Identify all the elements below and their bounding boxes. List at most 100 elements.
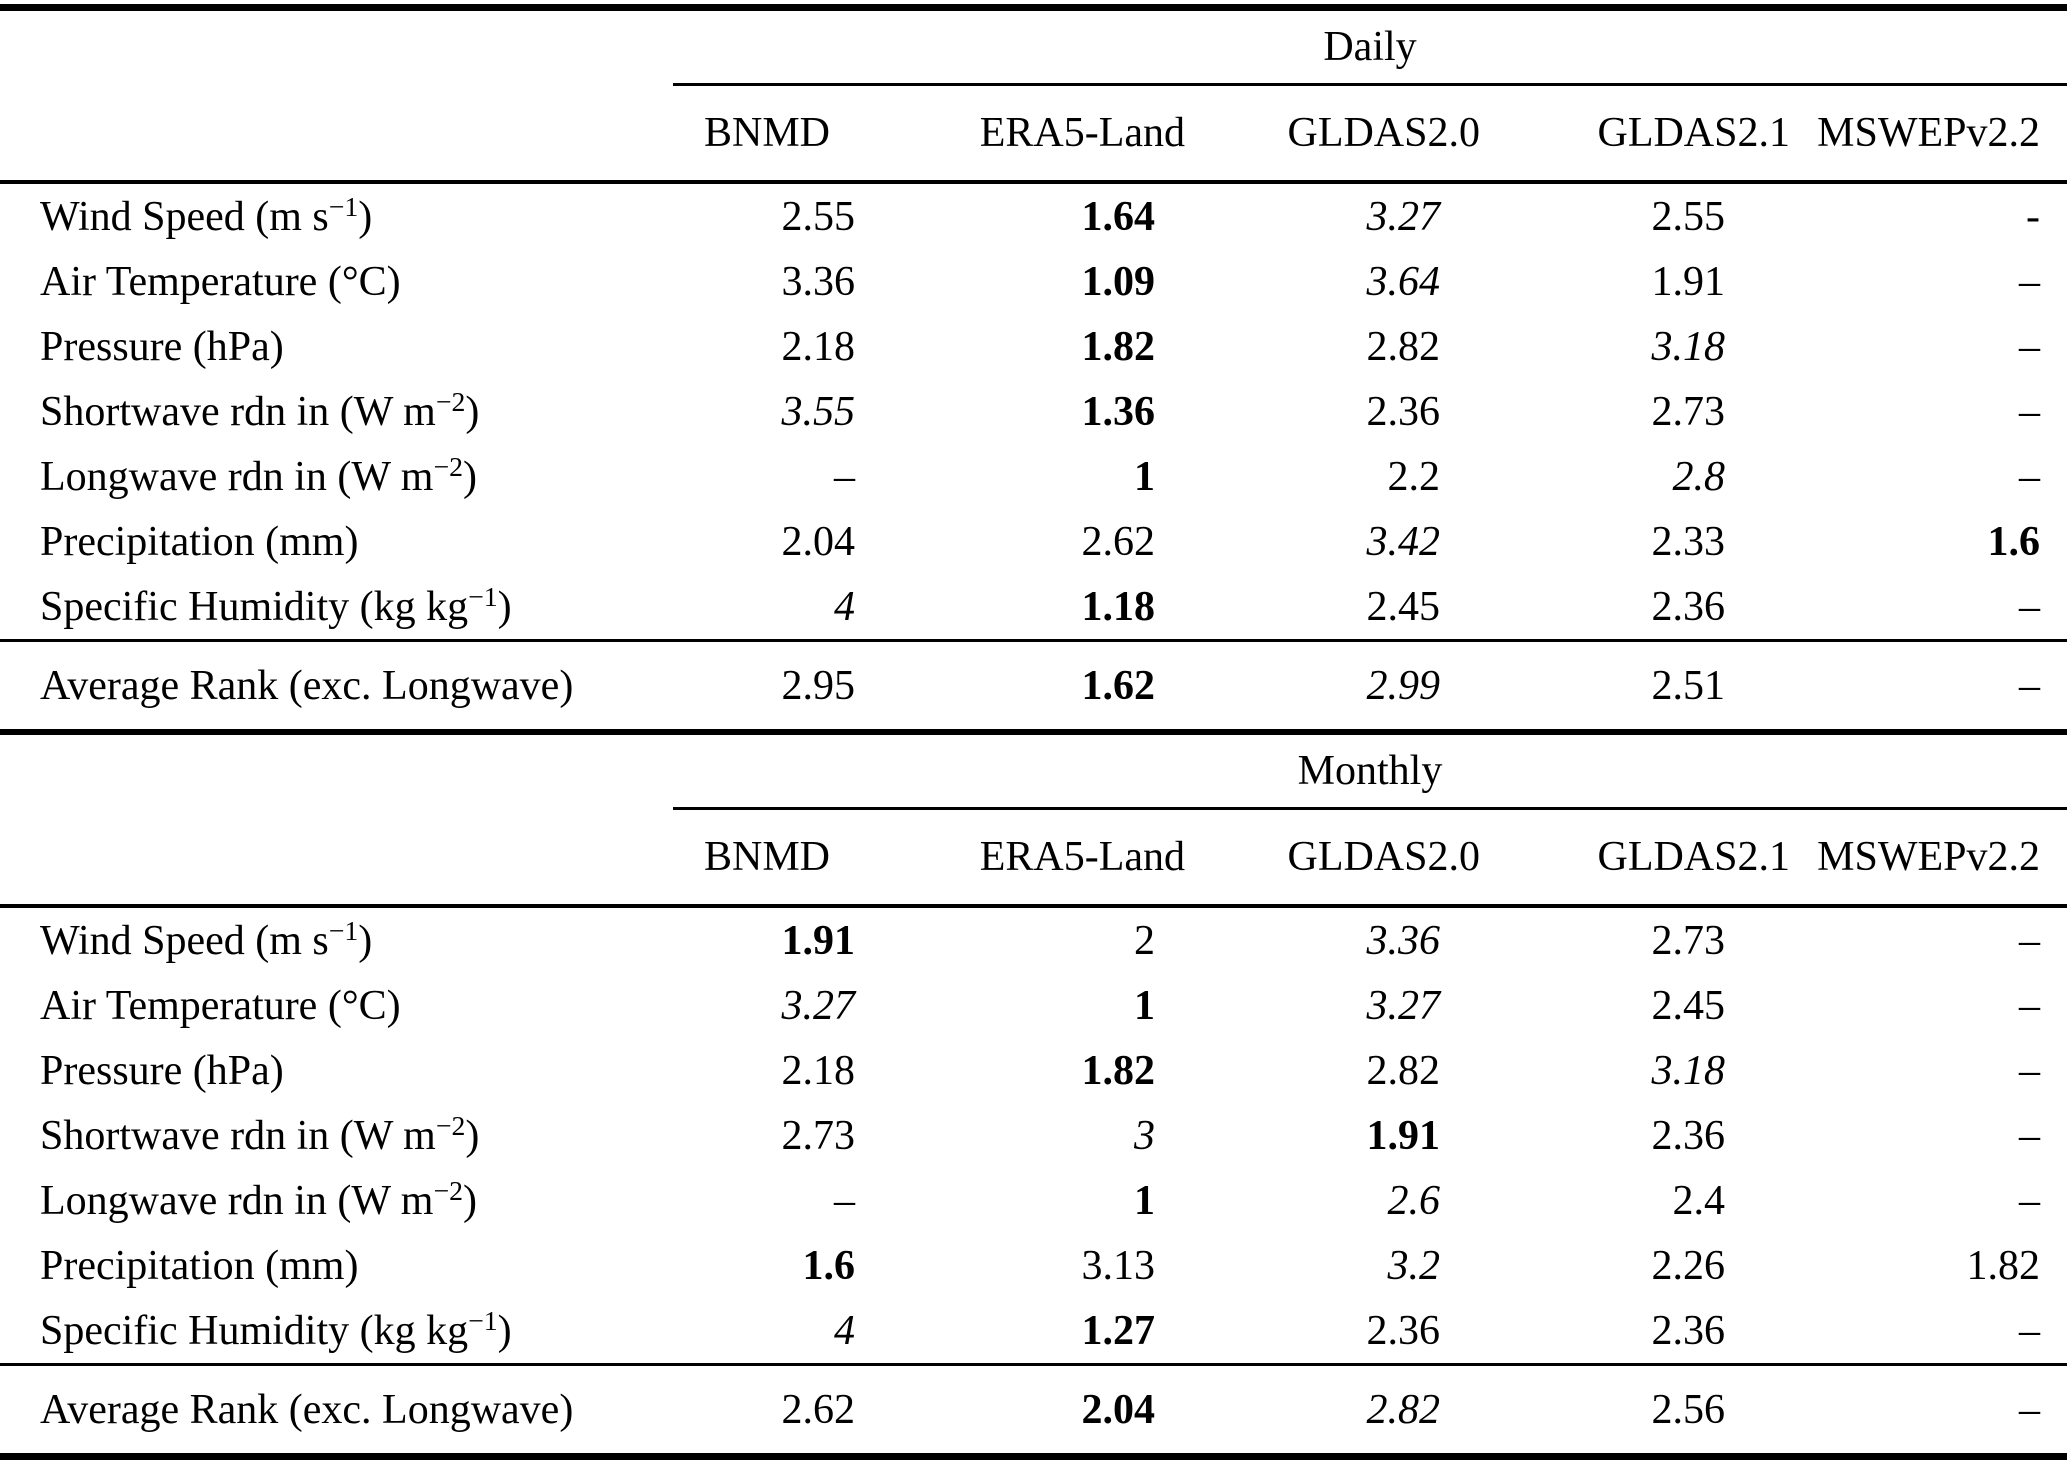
row-label-superscript: −2 bbox=[433, 450, 463, 482]
monthly-title-row: Monthly bbox=[0, 735, 2067, 807]
daily-header-rule bbox=[0, 180, 2067, 184]
monthly-column-group-rule bbox=[673, 807, 2067, 810]
value-cell: 3.64 bbox=[1366, 258, 1441, 305]
value-cell: – bbox=[2019, 323, 2040, 370]
value-cell: 3.18 bbox=[1651, 323, 1726, 370]
column-header-mswepv22: MSWEPv2.2 bbox=[1817, 834, 2040, 880]
row-label-text: Average Rank (exc. Longwave) bbox=[40, 1386, 574, 1433]
daily-summary-rule bbox=[0, 639, 2067, 642]
value-cell: 2.82 bbox=[1366, 323, 1441, 370]
value-cell: 3.27 bbox=[1366, 193, 1441, 240]
table-row: Pressure (hPa) 2.18 1.82 2.82 3.18 – bbox=[0, 314, 2067, 379]
value-cell: 2.73 bbox=[781, 1112, 856, 1159]
value-cell: 3 bbox=[1134, 1112, 1155, 1159]
row-label: Air Temperature (°C) bbox=[0, 982, 670, 1030]
row-label-text: Longwave rdn in (W m bbox=[40, 1177, 434, 1224]
value-cell: 1.18 bbox=[1081, 583, 1156, 630]
value-cell: 1.64 bbox=[1081, 193, 1156, 240]
column-header-gldas21: GLDAS2.1 bbox=[1597, 110, 1790, 156]
section-title-monthly: Monthly bbox=[1297, 748, 1443, 794]
value-cell: 2.82 bbox=[1366, 1047, 1441, 1094]
value-cell: – bbox=[2019, 258, 2040, 305]
value-cell: 2.51 bbox=[1651, 662, 1726, 709]
value-cell: 2.82 bbox=[1366, 1386, 1441, 1433]
table-row: Wind Speed (m s−1) 2.55 1.64 3.27 2.55 - bbox=[0, 184, 2067, 249]
monthly-summary-row: Average Rank (exc. Longwave) 2.62 2.04 2… bbox=[0, 1366, 2067, 1453]
table-row: Precipitation (mm) 2.04 2.62 3.42 2.33 1… bbox=[0, 509, 2067, 574]
value-cell: 2.36 bbox=[1651, 583, 1726, 630]
value-cell: 1.91 bbox=[781, 917, 856, 964]
row-label-text: Wind Speed (m s bbox=[40, 193, 329, 240]
value-cell: – bbox=[2019, 982, 2040, 1029]
value-cell: 2.26 bbox=[1651, 1242, 1726, 1289]
value-cell: 3.55 bbox=[781, 388, 856, 435]
table-row: Shortwave rdn in (W m−2) 3.55 1.36 2.36 … bbox=[0, 379, 2067, 444]
row-label-close: ) bbox=[462, 453, 477, 500]
row-label-superscript: −1 bbox=[468, 1304, 498, 1336]
row-label: Shortwave rdn in (W m−2) bbox=[0, 1110, 670, 1160]
row-label-superscript: −1 bbox=[328, 190, 359, 222]
row-label-text: Air Temperature (°C) bbox=[40, 982, 401, 1029]
column-header-bnmd: BNMD bbox=[703, 834, 830, 880]
row-label-close: ) bbox=[358, 917, 373, 964]
value-cell: 3.42 bbox=[1366, 518, 1441, 565]
value-cell: 2.36 bbox=[1366, 388, 1441, 435]
value-cell: 2.45 bbox=[1366, 583, 1441, 630]
row-label: Shortwave rdn in (W m−2) bbox=[0, 386, 670, 436]
row-label-text: Specific Humidity (kg kg bbox=[40, 1307, 469, 1354]
row-label-text: Specific Humidity (kg kg bbox=[40, 583, 469, 630]
row-label-text: Shortwave rdn in (W m bbox=[40, 388, 436, 435]
row-label-close: ) bbox=[497, 583, 512, 630]
row-label-text: Pressure (hPa) bbox=[40, 323, 284, 370]
value-cell: 2.55 bbox=[1651, 193, 1726, 240]
row-label-text: Average Rank (exc. Longwave) bbox=[40, 662, 574, 709]
row-label: Average Rank (exc. Longwave) bbox=[0, 1386, 670, 1434]
row-label: Air Temperature (°C) bbox=[0, 258, 670, 306]
row-label-close: ) bbox=[358, 193, 373, 240]
row-label-close: ) bbox=[465, 1112, 480, 1159]
value-cell: 1 bbox=[1134, 1177, 1155, 1224]
row-label: Precipitation (mm) bbox=[0, 1242, 670, 1290]
value-cell: 1.82 bbox=[1966, 1242, 2041, 1289]
value-cell: – bbox=[2019, 1307, 2040, 1354]
row-label-close: ) bbox=[462, 1177, 477, 1224]
value-cell: 4 bbox=[834, 583, 855, 630]
value-cell: – bbox=[2019, 1177, 2040, 1224]
value-cell: 2.36 bbox=[1651, 1112, 1726, 1159]
value-cell: – bbox=[2019, 583, 2040, 630]
row-label: Precipitation (mm) bbox=[0, 518, 670, 566]
value-cell: 2.36 bbox=[1651, 1307, 1726, 1354]
value-cell: 1.27 bbox=[1081, 1307, 1156, 1354]
daily-column-group-rule bbox=[673, 83, 2067, 86]
value-cell: – bbox=[2019, 1047, 2040, 1094]
column-header-gldas20: GLDAS2.0 bbox=[1287, 834, 1480, 880]
row-label-text: Precipitation (mm) bbox=[40, 518, 359, 565]
table-row: Longwave rdn in (W m−2) – 1 2.6 2.4 – bbox=[0, 1168, 2067, 1233]
value-cell: 4 bbox=[834, 1307, 855, 1354]
value-cell: 3.27 bbox=[1366, 982, 1441, 1029]
table-row: Specific Humidity (kg kg−1) 4 1.18 2.45 … bbox=[0, 574, 2067, 639]
row-label: Wind Speed (m s−1) bbox=[0, 914, 670, 965]
column-header-era5-land: ERA5-Land bbox=[979, 110, 1185, 156]
value-cell: 2.4 bbox=[1672, 1177, 1726, 1224]
row-label-superscript: −1 bbox=[328, 914, 359, 946]
daily-header-row: BNMD ERA5-Land GLDAS2.0 GLDAS2.1 MSWEPv2… bbox=[0, 86, 2067, 180]
value-cell: 2.18 bbox=[781, 323, 856, 370]
column-header-gldas21: GLDAS2.1 bbox=[1597, 834, 1790, 880]
value-cell: 2.2 bbox=[1387, 453, 1441, 500]
value-cell: 1.82 bbox=[1081, 323, 1156, 370]
row-label: Specific Humidity (kg kg−1) bbox=[0, 1304, 670, 1355]
value-cell: – bbox=[2019, 1112, 2040, 1159]
row-label-superscript: −2 bbox=[433, 1174, 463, 1206]
value-cell: 2.62 bbox=[781, 1386, 856, 1433]
value-cell: – bbox=[2019, 1386, 2040, 1433]
value-cell: 1 bbox=[1134, 982, 1155, 1029]
section-divider-rule bbox=[0, 729, 2067, 735]
row-label: Specific Humidity (kg kg−1) bbox=[0, 581, 670, 631]
value-cell: 2.45 bbox=[1651, 982, 1726, 1029]
table-row: Pressure (hPa) 2.18 1.82 2.82 3.18 – bbox=[0, 1038, 2067, 1103]
value-cell: 2.33 bbox=[1651, 518, 1726, 565]
daily-summary-row: Average Rank (exc. Longwave) 2.95 1.62 2… bbox=[0, 642, 2067, 729]
value-cell: 2.18 bbox=[781, 1047, 856, 1094]
